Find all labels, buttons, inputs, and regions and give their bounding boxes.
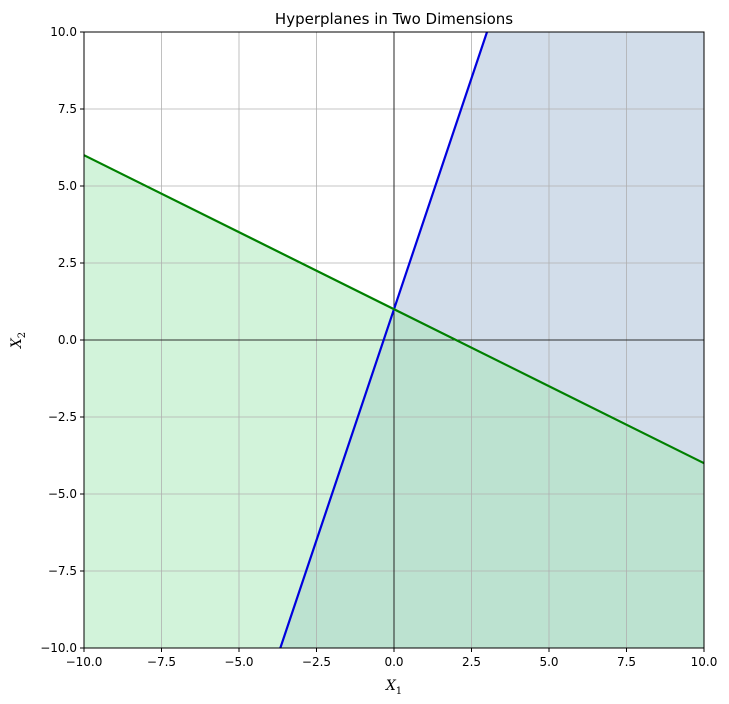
y-tick-label-8: 10.0 [50, 25, 77, 39]
x-tick-label-6: 5.0 [539, 655, 558, 669]
chart-title: Hyperplanes in Two Dimensions [275, 10, 513, 28]
y-tick-label-7: 7.5 [58, 102, 77, 116]
y-tick-label-1: −7.5 [48, 564, 77, 578]
series-line-1 [84, 154, 704, 465]
y-tick-label-3: −2.5 [48, 410, 77, 424]
y-tick-label-0: −10.0 [40, 641, 77, 655]
y-axis-label-main: X [9, 337, 25, 349]
x-tick-label-7: 7.5 [617, 655, 636, 669]
x-tick-label-0: −10.0 [66, 655, 103, 669]
x-tick-label-2: −5.0 [224, 655, 253, 669]
x-axis-label-main: X [385, 678, 397, 694]
x-tick-label-1: −7.5 [147, 655, 176, 669]
x-tick-label-5: 2.5 [462, 655, 481, 669]
y-axis-label-subscript: 2 [17, 332, 28, 338]
y-tick-label-4: 0.0 [58, 333, 77, 347]
y-tick-label-2: −5.0 [48, 487, 77, 501]
x-axis-label-subscript: 1 [396, 686, 402, 697]
x-axis-label: X1 [385, 678, 402, 697]
y-tick-label-6: 5.0 [58, 179, 77, 193]
series-line-0 [279, 32, 489, 648]
y-axis-label: X2 [9, 332, 28, 349]
y-tick-label-5: 2.5 [58, 256, 77, 270]
x-tick-label-8: 10.0 [691, 655, 718, 669]
plot-area: −10.0 −7.5 −5.0 −2.5 0.0 2.5 5.0 7.5 10.0 −10.0 −7… [40, 25, 717, 669]
plot-clip-group [84, 32, 704, 648]
x-tick-label-3: −2.5 [302, 655, 331, 669]
x-tick-label-4: 0.0 [384, 655, 403, 669]
